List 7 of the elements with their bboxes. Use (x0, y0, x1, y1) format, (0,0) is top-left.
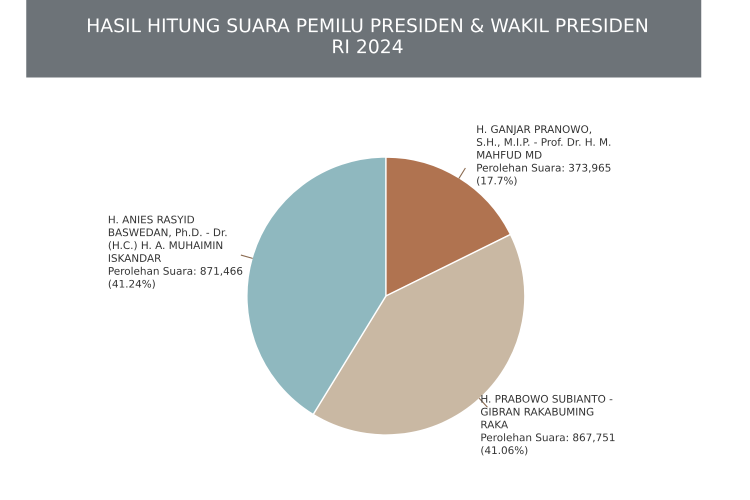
slice-label: H. GANJAR PRANOWO, S.H., M.I.P. - Prof. Dr. H. M. MAHFUD MD (476, 125, 610, 159)
slice-label: H. PRABOWO SUBIANTO - GIBRAN RAKABUMING RAKA (480, 394, 612, 428)
slice-label: H. ANIES RASYID BASWEDAN, Ph.D. - Dr. (H.C.) H. A. MUHAIMIN ISKANDAR (108, 216, 226, 262)
data-label: Perolehan Suara: 373,965 (17.7%) (477, 164, 610, 186)
data-label: Perolehan Suara: 867,751 (41.06%) (481, 433, 615, 456)
chart-title: HASIL HITUNG SUARA PEMILU PRESIDEN & WAKIL PRESIDEN RI 2024 (88, 18, 647, 54)
data-label: Perolehan Suara: 871,466 (41.24%) (108, 266, 242, 289)
